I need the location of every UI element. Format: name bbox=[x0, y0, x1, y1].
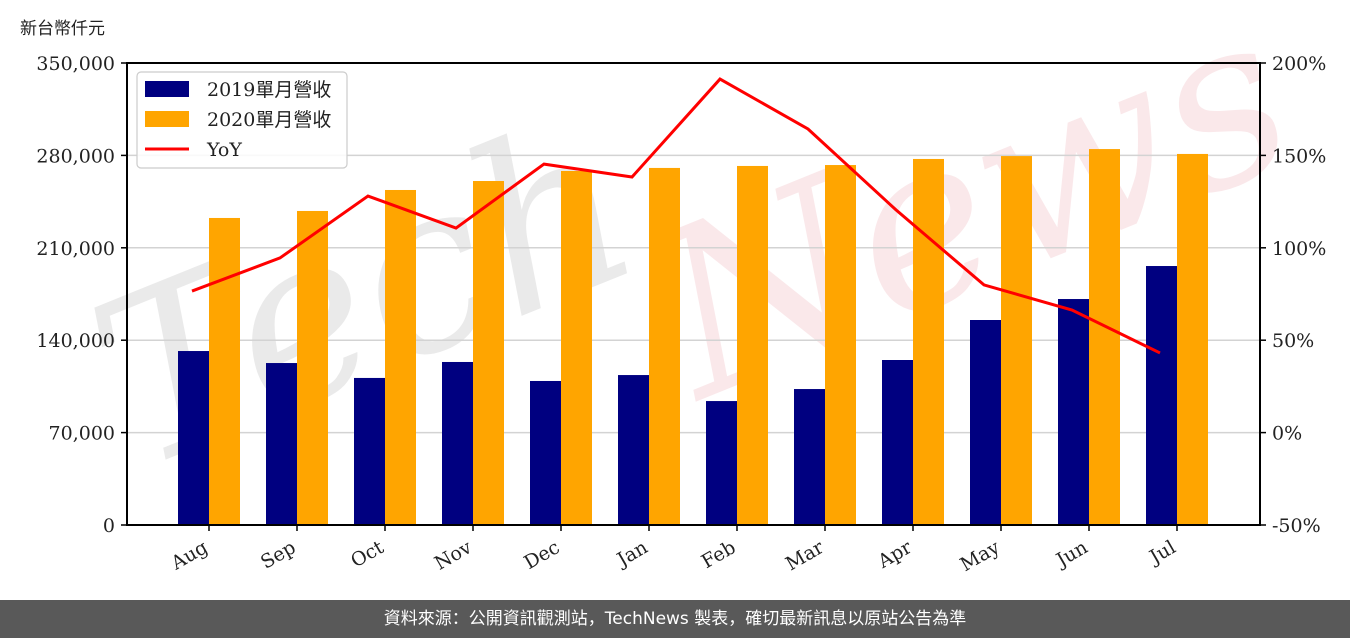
bar-2019-may bbox=[970, 320, 1001, 525]
bar-2020-jul bbox=[1177, 153, 1208, 525]
bar-2019-jul bbox=[1146, 266, 1177, 525]
legend-label: 2019單月營收 bbox=[207, 79, 331, 101]
y-tick-label: 0 bbox=[103, 515, 115, 537]
x-tick-label: Dec bbox=[520, 536, 563, 574]
x-tick-label: Oct bbox=[347, 536, 388, 572]
y2-tick-label: 200% bbox=[1272, 53, 1326, 75]
chart-legend: 2019單月營收 2020單月營收 YoY bbox=[136, 71, 348, 169]
x-tick-label: May bbox=[957, 536, 1004, 576]
yoy-line-series bbox=[191, 77, 1161, 355]
y2-tick-label: 150% bbox=[1272, 145, 1326, 167]
bar-2019-jan bbox=[618, 375, 649, 525]
bar-2020-mar bbox=[825, 165, 856, 525]
bar-2019-aug bbox=[178, 351, 209, 525]
y-tick-label: 210,000 bbox=[36, 238, 115, 260]
bar-2020-jan bbox=[649, 167, 680, 525]
bar-series bbox=[178, 149, 1208, 526]
y-axis-unit-label: 新台幣仟元 bbox=[20, 19, 105, 39]
bar-2020-oct bbox=[385, 189, 416, 525]
revenue-chart: TechNews 070,000140,000210,000280,000350… bbox=[36, 0, 1326, 576]
bar-2019-mar bbox=[794, 389, 825, 525]
y2-tick-label: 50% bbox=[1272, 330, 1314, 352]
bar-2019-dec bbox=[530, 380, 561, 525]
x-tick-label: Jul bbox=[1144, 536, 1179, 569]
x-tick-label: Feb bbox=[698, 536, 740, 573]
bar-2019-feb bbox=[706, 401, 737, 525]
bar-2020-nov bbox=[473, 181, 504, 525]
bar-2019-oct bbox=[354, 377, 385, 525]
bar-2019-apr bbox=[882, 360, 913, 525]
bar-2020-aug bbox=[209, 217, 240, 525]
bar-2020-feb bbox=[737, 165, 768, 525]
y2-tick-label: 100% bbox=[1272, 238, 1326, 260]
x-tick-label: Nov bbox=[431, 536, 476, 575]
y-tick-label: 280,000 bbox=[36, 145, 115, 167]
legend-label: 2020單月營收 bbox=[207, 109, 331, 131]
x-tick-label: Jan bbox=[612, 536, 652, 572]
bar-2020-jun bbox=[1089, 149, 1120, 525]
bar-2019-jun bbox=[1058, 299, 1089, 525]
source-footer: 資料來源：公開資訊觀測站，TechNews 製表，確切最新訊息以原站公告為準 bbox=[0, 600, 1350, 638]
legend-label: YoY bbox=[206, 139, 242, 161]
x-tick-label: Aug bbox=[167, 536, 212, 575]
y2-tick-label: 0% bbox=[1272, 423, 1302, 445]
bar-2020-apr bbox=[913, 158, 944, 526]
y-tick-label: 70,000 bbox=[49, 423, 115, 445]
y-tick-label: 140,000 bbox=[36, 330, 115, 352]
x-tick-label: Sep bbox=[257, 536, 300, 573]
y2-tick-label: -50% bbox=[1272, 515, 1321, 537]
x-tick-label: Jun bbox=[1051, 536, 1092, 572]
bar-2020-may bbox=[1001, 156, 1032, 525]
x-tick-label: Apr bbox=[873, 536, 916, 573]
bar-2019-nov bbox=[442, 361, 473, 525]
bar-2019-sep bbox=[266, 363, 297, 525]
x-tick-label: Mar bbox=[782, 536, 828, 575]
y-tick-label: 350,000 bbox=[36, 53, 115, 75]
bar-2020-dec bbox=[561, 170, 592, 525]
bar-2020-sep bbox=[297, 210, 328, 526]
